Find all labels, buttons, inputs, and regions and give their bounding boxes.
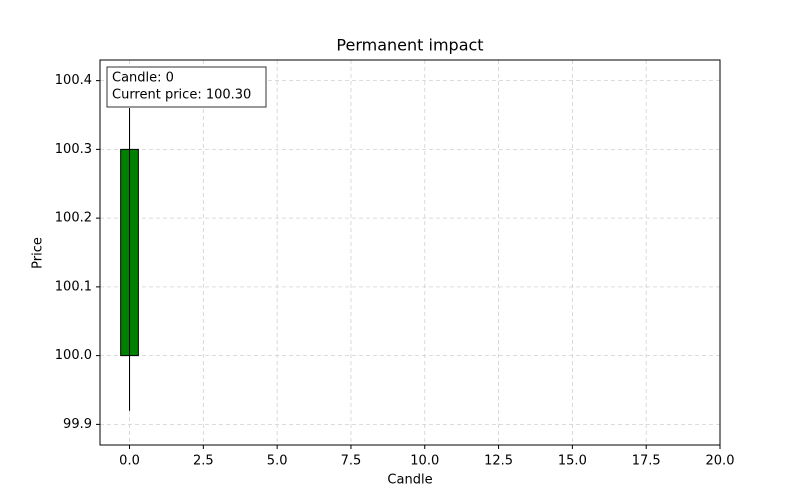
x-tick-label: 17.5	[632, 454, 661, 469]
y-tick-label: 100.4	[55, 73, 92, 88]
x-tick-label: 5.0	[267, 454, 288, 469]
x-axis-label: Candle	[387, 473, 432, 488]
y-tick-label: 100.2	[55, 211, 92, 226]
x-tick-label: 15.0	[558, 454, 587, 469]
x-tick-label: 7.5	[341, 454, 362, 469]
x-tick-label: 20.0	[706, 454, 735, 469]
x-tick-label: 0.0	[119, 454, 140, 469]
y-axis-label: Price	[31, 237, 46, 269]
x-tick-label: 12.5	[484, 454, 513, 469]
annotation-text: Current price: 100.30	[112, 88, 251, 103]
plot-frame	[99, 59, 721, 446]
y-tick-label: 100.1	[55, 279, 92, 294]
y-tick-label: 100.3	[55, 142, 92, 157]
y-tick-label: 99.9	[63, 417, 92, 432]
y-tick-label: 100.0	[55, 348, 92, 363]
x-tick-label: 10.0	[410, 454, 439, 469]
annotation-text: Candle: 0	[112, 71, 174, 86]
annotation-box	[106, 66, 267, 108]
x-tick-label: 2.5	[193, 454, 214, 469]
chart-title: Permanent impact	[336, 36, 483, 55]
